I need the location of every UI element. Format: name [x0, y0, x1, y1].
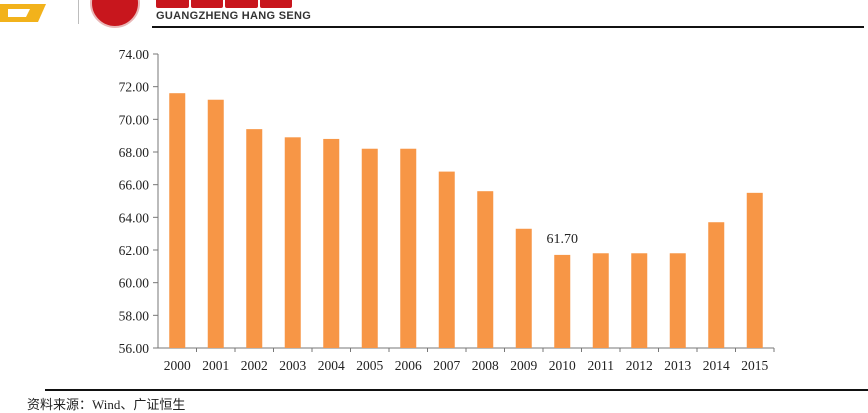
y-tick-label: 56.00 [119, 341, 150, 356]
bar-2007 [438, 171, 455, 348]
y-tick-label: 74.00 [119, 47, 150, 62]
bar-2006 [400, 148, 417, 348]
report-header: GUANGZHENG HANG SENG [0, 0, 868, 30]
header-divider [78, 0, 79, 24]
bar-2015 [746, 192, 763, 348]
y-tick-label: 58.00 [119, 308, 150, 323]
bar-2013 [669, 253, 686, 348]
y-tick-label: 62.00 [119, 243, 150, 258]
x-tick-label: 2003 [279, 358, 306, 373]
x-tick-label: 2006 [395, 358, 422, 373]
brand-chinese-logotype [156, 0, 292, 8]
bar-2009 [515, 228, 532, 348]
x-tick-label: 2008 [472, 358, 499, 373]
x-tick-label: 2004 [318, 358, 345, 373]
source-note: 资料来源：Wind、广证恒生 [27, 397, 186, 412]
y-tick-label: 68.00 [119, 145, 150, 160]
bar-2002 [246, 129, 263, 348]
bar-2008 [477, 191, 494, 348]
bar-2010 [554, 254, 571, 348]
x-tick-label: 2015 [741, 358, 768, 373]
x-tick-label: 2012 [626, 358, 653, 373]
bar-2005 [361, 148, 378, 348]
brand-english-name: GUANGZHENG HANG SENG [156, 10, 312, 22]
x-tick-label: 2014 [703, 358, 730, 373]
y-tick-label: 72.00 [119, 80, 150, 95]
bar-2000 [169, 93, 186, 348]
x-tick-label: 2002 [241, 358, 268, 373]
bar-2003 [284, 137, 301, 348]
x-tick-label: 2001 [202, 358, 229, 373]
bar-2014 [708, 222, 725, 348]
bar-2011 [592, 253, 609, 348]
x-tick-label: 2007 [433, 358, 460, 373]
y-tick-label: 64.00 [119, 210, 150, 225]
y-tick-label: 60.00 [119, 276, 150, 291]
x-tick-label: 2000 [164, 358, 191, 373]
x-tick-label: 2009 [510, 358, 537, 373]
header-rule [152, 26, 864, 28]
x-tick-label: 2011 [588, 358, 615, 373]
footer-rule [45, 389, 868, 391]
x-tick-label: 2005 [356, 358, 383, 373]
bar-2004 [323, 138, 340, 348]
bar-2012 [631, 253, 648, 348]
x-tick-label: 2010 [549, 358, 576, 373]
company-logo-icon [0, 4, 46, 22]
bar-2001 [207, 99, 224, 348]
y-tick-label: 70.00 [119, 112, 150, 127]
x-tick-label: 2013 [664, 358, 691, 373]
y-tick-label: 66.00 [119, 178, 150, 193]
data-label-2010: 61.70 [547, 232, 579, 247]
